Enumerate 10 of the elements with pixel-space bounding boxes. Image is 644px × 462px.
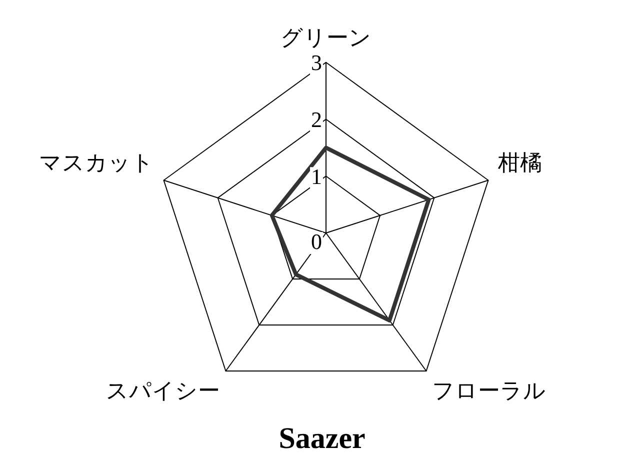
- spoke-label: 柑橘: [496, 150, 542, 175]
- y-tick-label: 2: [311, 107, 322, 132]
- text: Saazer: [278, 422, 366, 455]
- spoke-label: スパイシー: [106, 378, 220, 404]
- y-tick-label: 0: [311, 228, 322, 254]
- y-tick-label: 3: [311, 50, 322, 76]
- spoke-label: グリーン: [280, 24, 372, 50]
- spoke-label: フローラル: [432, 378, 546, 404]
- y-tick-label: 1: [311, 164, 322, 189]
- spoke-label: マスカット: [39, 150, 154, 175]
